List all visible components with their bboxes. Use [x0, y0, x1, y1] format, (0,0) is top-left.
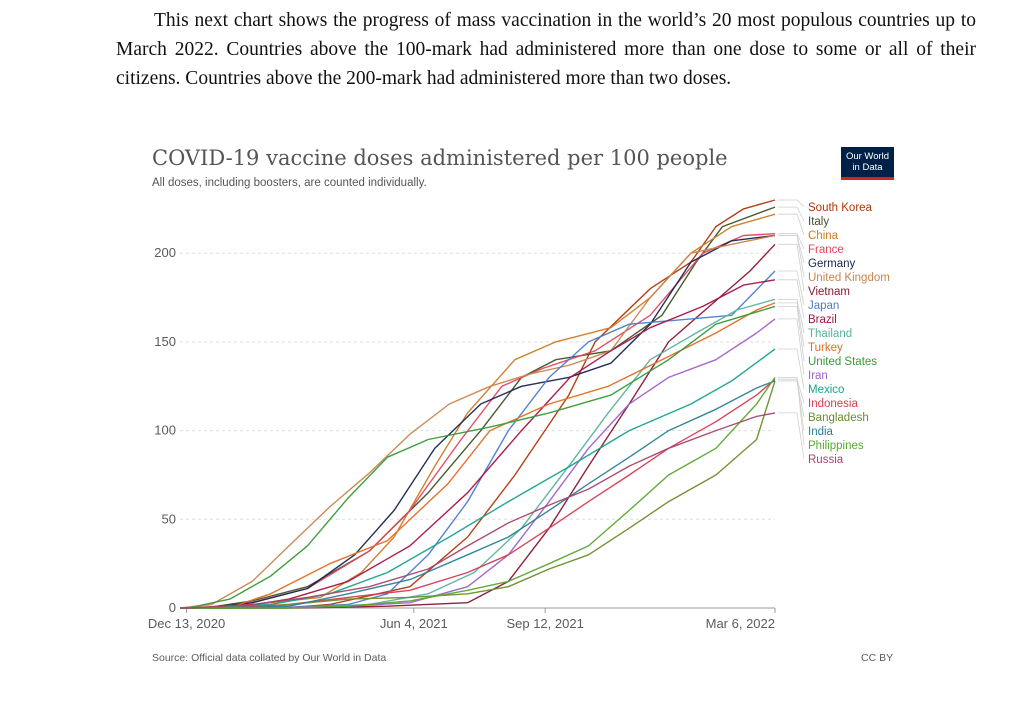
- legend-connector: [778, 302, 805, 348]
- legend-connector: [778, 378, 805, 404]
- legend-label[interactable]: India: [808, 426, 834, 438]
- legend-label[interactable]: United States: [808, 356, 877, 368]
- x-axis: Dec 13, 2020 Jun 4, 2021 Sep 12, 2021 Mar 6…: [148, 607, 776, 631]
- legend-label[interactable]: Brazil: [808, 314, 837, 326]
- series-line-united-kingdom[interactable]: [179, 234, 776, 609]
- legend-connector: [778, 270, 805, 306]
- series-line-bangladesh[interactable]: [180, 380, 776, 609]
- legend-connector: [778, 235, 805, 278]
- legend-connector: [778, 376, 805, 446]
- legend-label[interactable]: South Korea: [808, 202, 873, 214]
- legend-connector: [778, 233, 805, 250]
- source-note: Source: Official data collated by Our Wo…: [152, 652, 387, 664]
- y-tick-label: 100: [154, 423, 176, 438]
- intro-paragraph: This next chart shows the progress of ma…: [116, 6, 976, 93]
- series-line-brazil[interactable]: [180, 279, 776, 609]
- legend-label[interactable]: Mexico: [808, 384, 844, 396]
- y-tick-label: 50: [162, 511, 176, 526]
- legend-label[interactable]: Russia: [808, 454, 844, 466]
- x-tick-label: Mar 6, 2022: [706, 616, 775, 631]
- legend-label[interactable]: Italy: [808, 216, 829, 228]
- series-line-india[interactable]: [180, 380, 776, 609]
- legend-connector: [778, 213, 805, 236]
- series-line-germany[interactable]: [180, 234, 776, 609]
- series-line-japan[interactable]: [180, 270, 776, 609]
- series-line-italy[interactable]: [180, 206, 776, 609]
- legend-connector: [778, 380, 805, 418]
- legend-label[interactable]: United Kingdom: [808, 272, 890, 284]
- legend-connector: [778, 298, 805, 334]
- legend-label[interactable]: Germany: [808, 258, 856, 270]
- legend-connector: [778, 305, 805, 362]
- y-tick-label: 0: [169, 600, 176, 615]
- y-tick-label: 200: [154, 245, 176, 260]
- series-line-united-states[interactable]: [180, 305, 776, 609]
- legend: South Korea Italy China France Germany United…: [808, 202, 890, 466]
- series-line-vietnam[interactable]: [180, 243, 776, 609]
- legend-connector: [778, 412, 805, 460]
- legend-label[interactable]: Vietnam: [808, 286, 850, 298]
- series-line-south-korea[interactable]: [180, 199, 776, 609]
- legend-label[interactable]: Thailand: [808, 328, 852, 340]
- logo-line-1: Our World: [845, 151, 890, 162]
- series-line-russia[interactable]: [180, 412, 776, 609]
- logo-line-2: in Data: [852, 162, 883, 173]
- legend-label[interactable]: Iran: [808, 370, 828, 382]
- chart-title: COVID-19 vaccine doses administered per …: [152, 146, 728, 170]
- legend-label[interactable]: Bangladesh: [808, 412, 869, 424]
- x-tick-label: Jun 4, 2021: [380, 616, 448, 631]
- gridlines: [180, 252, 775, 520]
- legend-connectors: [778, 199, 805, 460]
- legend-label[interactable]: Philippines: [808, 440, 864, 452]
- y-tick-label: 150: [154, 334, 176, 349]
- x-tick-label: Sep 12, 2021: [506, 616, 583, 631]
- legend-connector: [778, 243, 805, 292]
- series-line-turkey[interactable]: [180, 302, 776, 609]
- legend-label[interactable]: Indonesia: [808, 398, 858, 410]
- series-line-philippines[interactable]: [180, 377, 776, 609]
- legend-connector: [778, 199, 805, 208]
- legend-connector: [778, 279, 805, 320]
- series-line-mexico[interactable]: [180, 348, 776, 609]
- license-note: CC BY: [861, 652, 894, 664]
- intro-text: This next chart shows the progress of ma…: [116, 10, 976, 89]
- legend-label[interactable]: France: [808, 244, 844, 256]
- x-tick-label: Dec 13, 2020: [148, 616, 225, 631]
- legend-connector: [778, 348, 805, 390]
- y-axis-ticks: 0 50 100 150 200: [154, 245, 176, 615]
- series-line-thailand[interactable]: [180, 298, 776, 609]
- legend-connector: [778, 318, 805, 376]
- series-line-france[interactable]: [180, 233, 776, 609]
- legend-connector: [778, 206, 805, 222]
- series-line-indonesia[interactable]: [180, 378, 776, 609]
- series-lines: [179, 199, 776, 609]
- owid-logo[interactable]: Our World in Data: [841, 147, 894, 180]
- legend-label[interactable]: Turkey: [808, 342, 843, 354]
- legend-label[interactable]: China: [808, 230, 839, 242]
- legend-label[interactable]: Japan: [808, 300, 839, 312]
- chart-subtitle: All doses, including boosters, are count…: [152, 177, 427, 189]
